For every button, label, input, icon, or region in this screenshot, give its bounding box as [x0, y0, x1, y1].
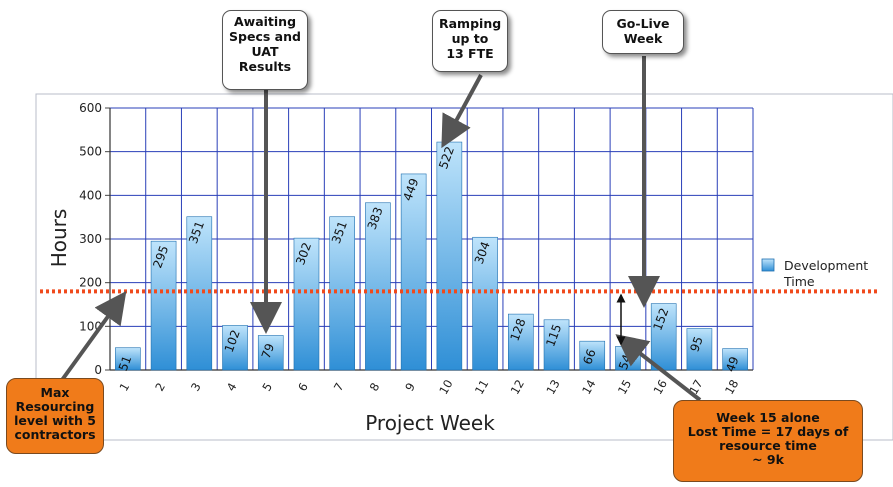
- callout-week15: Week 15 alone Lost Time = 17 days of res…: [673, 400, 863, 482]
- callout-awaiting-line-4: Results: [238, 59, 292, 74]
- bar: [365, 202, 391, 371]
- arrow-week15: [615, 334, 702, 402]
- callout-awaiting: Awaiting Specs and UAT Results: [222, 10, 308, 90]
- callout-week15-line-1: Week 15 alone: [716, 410, 820, 425]
- arrow-ramping: [441, 74, 483, 149]
- annotation-arrows: [60, 56, 702, 402]
- y-tick-label: 300: [79, 232, 102, 246]
- callout-ramping-line-2: up to: [451, 31, 489, 46]
- y-tick-label: 400: [79, 188, 102, 202]
- callout-golive-line-1: Go-Live: [616, 16, 670, 31]
- x-tick-label: 11: [472, 377, 491, 397]
- callout-golive: Go-Live Week: [602, 10, 684, 54]
- bar: [257, 335, 284, 371]
- x-tick-label: 12: [508, 377, 527, 397]
- bar: [436, 141, 463, 371]
- callout-awaiting-line-3: UAT: [251, 44, 279, 59]
- bar: [150, 240, 177, 371]
- callout-max-line-4: contractors: [14, 427, 96, 442]
- callout-golive-line-2: Week: [623, 31, 663, 46]
- x-tick-label: 14: [579, 377, 598, 397]
- bar: [115, 347, 141, 371]
- callout-max-resourcing: Max Resourcing level with 5 contractors: [6, 378, 104, 454]
- y-tick-label: 500: [79, 145, 102, 159]
- bar: [722, 348, 748, 371]
- x-tick-label: 10: [436, 377, 455, 397]
- bar: [686, 328, 713, 371]
- callout-awaiting-line-1: Awaiting: [233, 14, 297, 29]
- callout-max-line-1: Max: [40, 385, 70, 400]
- x-tick-label: 18: [722, 377, 741, 397]
- x-tick-label: 13: [543, 377, 562, 397]
- legend: Development Time: [761, 258, 868, 289]
- callout-awaiting-line-2: Specs and: [229, 29, 301, 44]
- y-tick-label: 600: [79, 101, 102, 115]
- legend-label-line2: Time: [783, 274, 815, 289]
- bar: [650, 303, 677, 371]
- y-tick-label: 0: [94, 363, 102, 377]
- callout-week15-line-3: resource time: [719, 438, 817, 453]
- y-axis-title: Hours: [47, 209, 71, 268]
- bar: [293, 237, 320, 371]
- callout-week15-line-2: Lost Time = 17 days of: [687, 424, 849, 439]
- x-tick-label: 15: [615, 377, 634, 397]
- bar: [508, 313, 534, 371]
- callout-ramping: Ramping up to 13 FTE: [432, 10, 508, 72]
- data-label: 95: [687, 335, 705, 354]
- legend-label-line1: Development: [784, 258, 868, 273]
- x-tick-label: 16: [651, 377, 670, 397]
- data-label: 51: [116, 354, 134, 373]
- bar: [400, 173, 427, 371]
- callout-ramping-line-1: Ramping: [439, 16, 502, 31]
- arrow-max-resourcing: [60, 291, 127, 382]
- callout-week15-line-4: ~ 9k: [752, 452, 784, 467]
- callout-max-line-2: Resourcing: [15, 399, 95, 414]
- bar: [579, 340, 606, 371]
- y-tick-label: 200: [79, 276, 102, 290]
- data-label: 49: [723, 355, 741, 374]
- data-label: 79: [259, 342, 277, 361]
- bar: [222, 325, 248, 371]
- legend-swatch: [761, 258, 775, 272]
- bar: [543, 319, 570, 371]
- callout-ramping-line-3: 13 FTE: [446, 46, 494, 61]
- bar: [472, 236, 498, 371]
- x-axis-title: Project Week: [365, 411, 495, 435]
- data-label: 66: [580, 347, 598, 366]
- callout-max-line-3: level with 5: [14, 413, 96, 428]
